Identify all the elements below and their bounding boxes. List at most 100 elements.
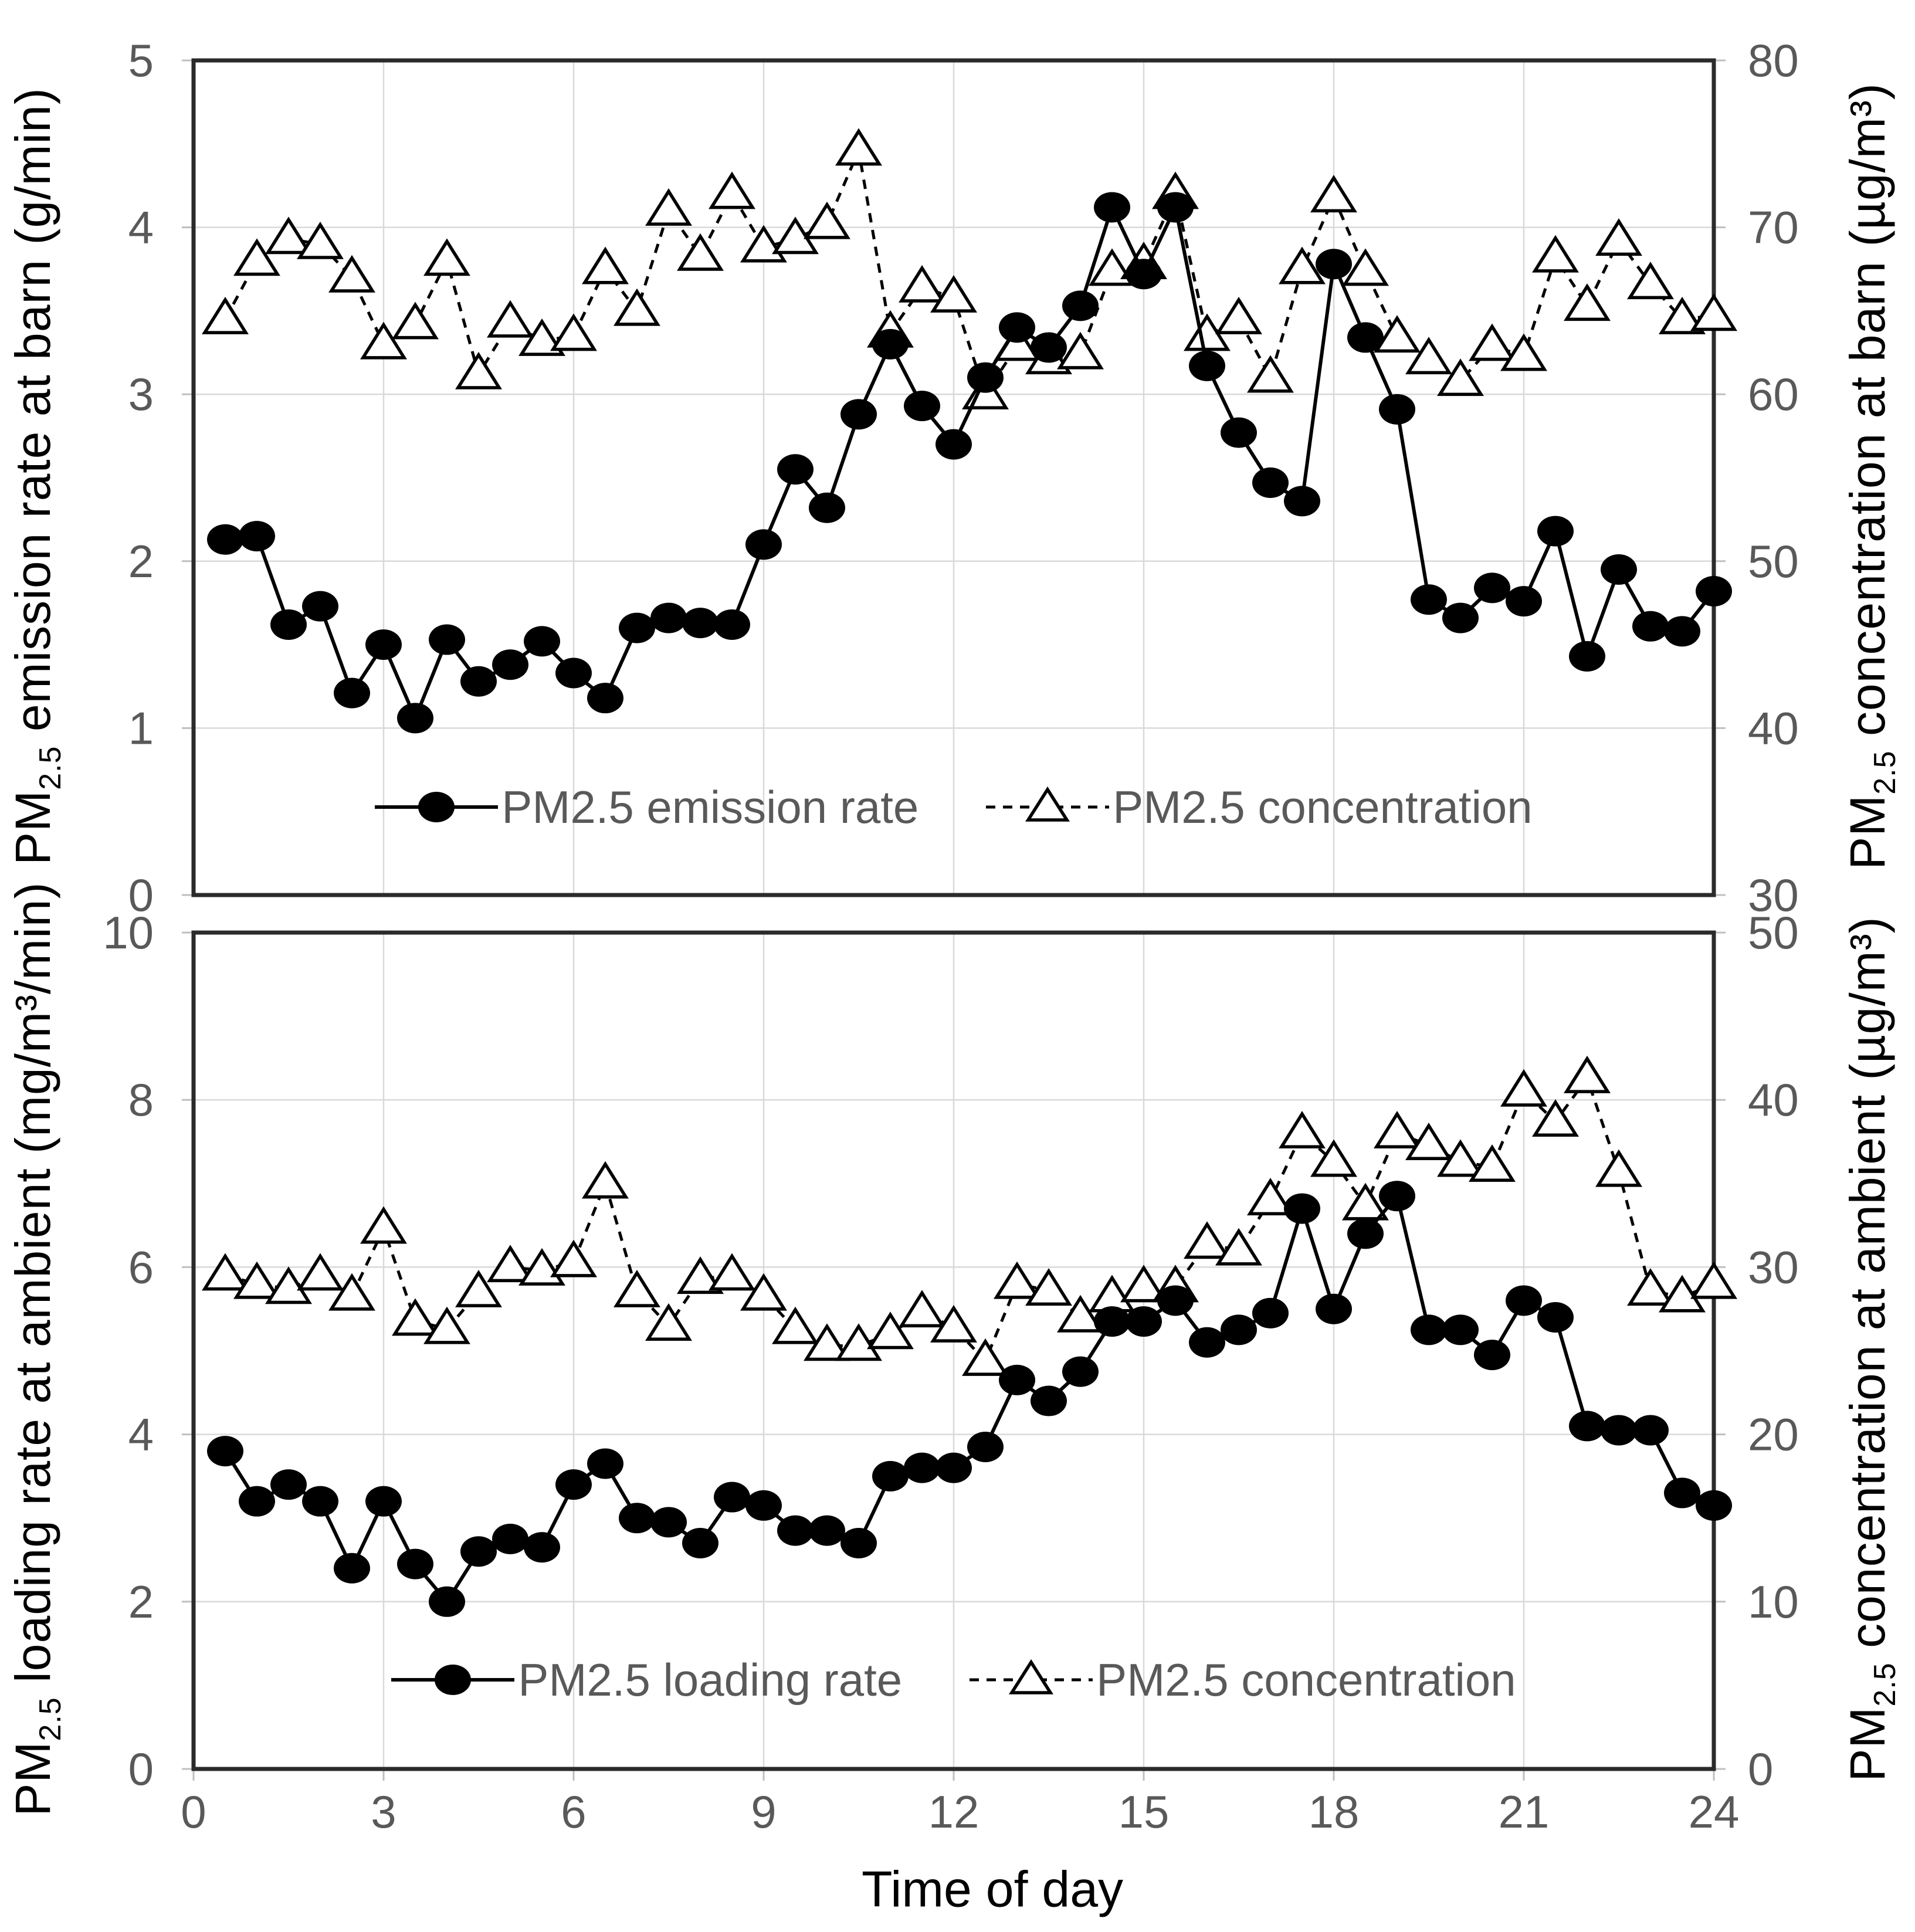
open-triangle-marker (709, 171, 755, 209)
filled-circle-marker (1221, 1314, 1257, 1345)
left-tick-label: 6 (128, 1241, 154, 1293)
filled-circle-marker (936, 1452, 972, 1483)
filled-circle-marker (270, 609, 307, 640)
filled-circle-marker (1062, 1356, 1099, 1387)
open-triangle-marker (297, 221, 344, 259)
open-triangle-marker (1469, 323, 1516, 361)
open-triangle-marker (614, 1269, 660, 1307)
filled-circle-marker (460, 1536, 497, 1567)
filled-circle-marker (904, 391, 940, 422)
open-triangle-marker (455, 1269, 502, 1307)
filled-circle-marker (1442, 602, 1479, 633)
open-triangle-marker (582, 1161, 629, 1199)
filled-circle-marker (1569, 1411, 1605, 1442)
filled-circle-marker (1601, 554, 1637, 585)
open-triangle-marker (1025, 1268, 1072, 1306)
open-triangle-marker (265, 216, 312, 255)
filled-circle-marker (587, 1448, 623, 1479)
right-tick-label: 10 (1748, 1576, 1799, 1628)
filled-circle-marker (1632, 1415, 1669, 1446)
open-triangle-marker (740, 1273, 787, 1311)
left-tick-label: 0 (128, 869, 154, 921)
right-tick-label: 50 (1748, 535, 1799, 587)
open-triangle-marker (1500, 1069, 1547, 1107)
filled-circle-marker (1506, 586, 1542, 617)
left-tick-label: 0 (128, 1743, 154, 1795)
filled-circle-marker (1126, 259, 1162, 290)
open-triangle-marker (1437, 358, 1484, 396)
filled-circle-marker (207, 1436, 243, 1467)
filled-circle-marker (1664, 1477, 1700, 1509)
open-triangle-marker (1057, 331, 1104, 370)
filled-circle-marker (1316, 249, 1352, 280)
open-triangle-marker (1564, 1055, 1611, 1093)
filled-circle-marker (1284, 1193, 1320, 1224)
filled-circle-marker (1189, 350, 1225, 381)
filled-circle-marker (365, 629, 402, 660)
filled-circle-marker (1632, 611, 1669, 642)
open-triangle-marker (962, 1338, 1009, 1376)
bottom-legend: PM2.5 loading rate PM2.5 concentration (194, 1647, 1714, 1713)
left-tick-label: 2 (128, 1576, 154, 1628)
open-triangle-marker (1342, 248, 1389, 286)
filled-circle-marker (492, 1523, 528, 1554)
filled-circle-marker (524, 1532, 560, 1563)
open-triangle-marker (1279, 246, 1326, 284)
filled-circle-marker (1031, 1385, 1067, 1416)
open-triangle-marker (423, 238, 470, 276)
right-tick-label: 80 (1748, 35, 1799, 86)
open-triangle-marker (233, 238, 280, 276)
open-triangle-marker (360, 321, 407, 360)
filled-circle-marker (555, 1469, 592, 1500)
filled-circle-marker (1252, 1297, 1289, 1328)
open-triangle-marker (1595, 218, 1642, 256)
filled-circle-marker (555, 657, 592, 689)
filled-circle-marker (1537, 1301, 1574, 1333)
x-tick-label: 6 (561, 1786, 586, 1838)
filled-circle-marker (270, 1469, 307, 1500)
legend-label-concentration-barn: PM2.5 concentration (1113, 781, 1533, 833)
open-triangle-marker (550, 1239, 597, 1277)
open-triangle-marker (487, 1245, 534, 1283)
open-triangle-marker (1247, 1178, 1294, 1216)
x-tick-label: 21 (1499, 1786, 1550, 1838)
filled-circle-marker (460, 666, 497, 697)
filled-circle-marker (1252, 467, 1289, 499)
left-tick-label: 2 (128, 535, 154, 587)
filled-circle-marker (429, 624, 465, 655)
open-triangle-marker (1215, 296, 1262, 334)
legend-item-concentration-barn: PM2.5 concentration (986, 780, 1533, 834)
filled-circle-marker (682, 1527, 718, 1558)
filled-circle-marker (1316, 1293, 1352, 1324)
filled-circle-marker (302, 1486, 338, 1517)
filled-circle-marker (1157, 1285, 1194, 1316)
open-triangle-marker (1690, 1261, 1737, 1299)
filled-circle-marker (1094, 192, 1130, 223)
open-triangle-marker (804, 1323, 850, 1361)
legend-item-concentration-ambient: PM2.5 concentration (970, 1653, 1516, 1707)
open-triangle-marker (202, 1253, 249, 1291)
filled-circle-marker (397, 703, 433, 734)
open-triangle-marker (1564, 283, 1611, 321)
filled-circle-marker (524, 626, 560, 657)
filled-circle-marker (777, 454, 814, 485)
open-triangle-marker (930, 274, 977, 313)
filled-circle-marker (777, 1515, 814, 1546)
filled-circle-marker (999, 312, 1035, 343)
right-tick-label: 0 (1748, 1743, 1773, 1795)
series-rate (207, 192, 1732, 734)
open-triangle-marker (1659, 296, 1706, 334)
legend-label-concentration-ambient: PM2.5 concentration (1096, 1653, 1516, 1706)
right-tick-label: 30 (1748, 1241, 1799, 1293)
open-triangle-marker (1469, 1144, 1516, 1182)
open-triangle-marker (1374, 1111, 1421, 1148)
x-tick-label: 0 (181, 1786, 206, 1838)
open-triangle-marker (1595, 1149, 1642, 1187)
open-triangle-marker (1342, 1182, 1389, 1221)
filled-circle-marker (1569, 641, 1605, 672)
filled-circle-marker (1157, 192, 1194, 223)
open-triangle-marker (487, 300, 534, 338)
